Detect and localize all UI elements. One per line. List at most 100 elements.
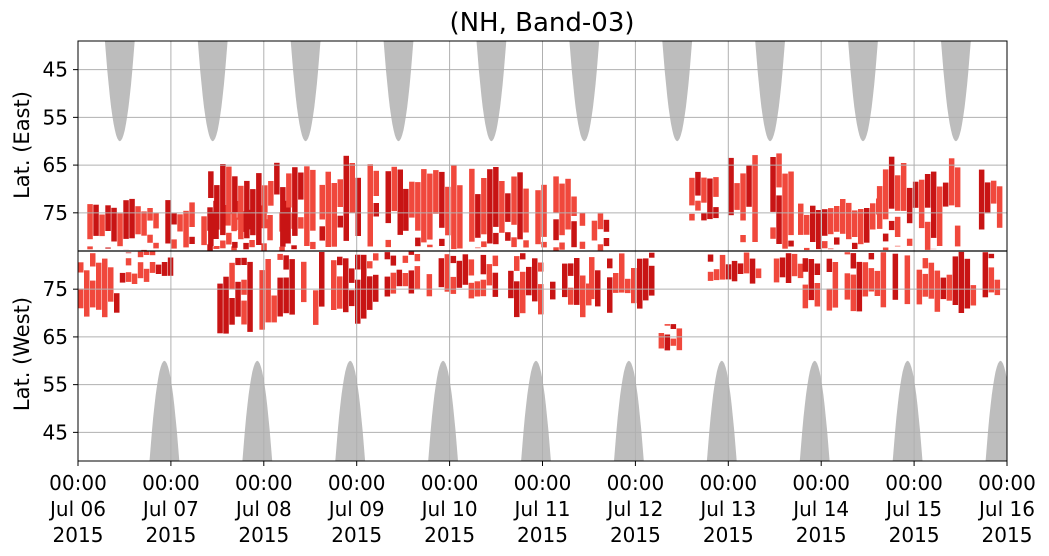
plot-area xyxy=(78,41,1007,461)
occurrence-cell xyxy=(553,219,559,241)
occurrence-band-east-4 xyxy=(511,172,577,251)
occurrence-cell xyxy=(579,241,586,249)
occurrence-cell xyxy=(390,255,397,266)
plot-frame xyxy=(77,40,1008,462)
occurrence-cell xyxy=(607,277,613,313)
occurrence-cell xyxy=(217,283,223,334)
occurrence-cell xyxy=(421,169,427,243)
occurrence-band-west-14 xyxy=(384,251,499,299)
occurrence-cell xyxy=(868,253,875,260)
occurrence-cell xyxy=(241,279,247,295)
occurrence-cell xyxy=(597,213,604,230)
occurrence-cell xyxy=(292,167,298,236)
occurrence-cell xyxy=(689,177,695,206)
occurrence-cell xyxy=(517,172,523,240)
occurrence-cell xyxy=(137,251,144,258)
y-tick-label-east: 65 xyxy=(43,153,68,177)
occurrence-cell xyxy=(906,187,913,224)
occurrence-cell xyxy=(695,200,701,211)
occurrence-cell xyxy=(149,251,156,256)
occurrence-cell xyxy=(349,163,355,213)
occurrence-cell xyxy=(241,300,247,325)
no-data-east-6 xyxy=(662,41,693,142)
occurrence-cell xyxy=(826,288,833,311)
occurrence-cell xyxy=(415,182,421,231)
occurrence-cell xyxy=(946,274,953,301)
occurrence-cell xyxy=(147,208,153,221)
occurrence-cell xyxy=(844,273,851,300)
occurrence-band-west-19 xyxy=(802,251,1007,313)
occurrence-cell xyxy=(568,287,574,305)
occurrence-cell xyxy=(930,171,937,238)
occurrence-cell xyxy=(988,253,995,259)
occurrence-cell xyxy=(804,214,810,235)
occurrence-cell xyxy=(331,260,337,310)
no-data-west-4 xyxy=(521,360,551,461)
occurrence-cell xyxy=(978,169,985,230)
occurrence-cell xyxy=(475,247,481,249)
occurrence-cell xyxy=(948,158,955,206)
occurrence-cell xyxy=(229,262,235,290)
occurrence-cell xyxy=(480,279,487,297)
occurrence-cell xyxy=(924,221,931,250)
occurrence-cell xyxy=(367,164,373,247)
occurrence-cell xyxy=(804,247,810,251)
occurrence-cell xyxy=(822,241,828,249)
occurrence-cell xyxy=(782,173,788,249)
occurrence-cell xyxy=(876,186,883,229)
occurrence-cell xyxy=(105,247,111,249)
occurrence-cell xyxy=(868,268,875,292)
occurrence-cell xyxy=(743,252,750,274)
occurrence-cell xyxy=(918,179,925,229)
occurrence-cell xyxy=(325,171,331,247)
occurrence-cell xyxy=(367,276,373,310)
occurrence-cell xyxy=(882,247,889,251)
occurrence-cell xyxy=(143,268,150,282)
occurrence-cell xyxy=(201,216,207,246)
occurrence-cell xyxy=(279,246,285,251)
occurrence-cell xyxy=(161,262,168,276)
occurrence-cell xyxy=(894,216,901,237)
occurrence-cell xyxy=(631,268,637,304)
occurrence-cell xyxy=(595,270,601,307)
occurrence-cell xyxy=(649,252,655,258)
occurrence-cell xyxy=(207,244,213,251)
occurrence-cell xyxy=(532,258,538,302)
occurrence-cell xyxy=(268,181,274,206)
occurrence-cell xyxy=(858,209,864,245)
occurrence-cell xyxy=(664,324,671,326)
occurrence-cell xyxy=(676,328,683,351)
occurrence-cell xyxy=(912,181,919,208)
occurrence-cell xyxy=(105,205,111,231)
no-data-east-9 xyxy=(941,41,971,142)
occurrence-cell xyxy=(846,202,852,240)
occurrence-band-east-2 xyxy=(319,155,403,248)
occurrence-cell xyxy=(850,253,857,269)
occurrence-cell xyxy=(828,208,834,235)
occurrence-cell xyxy=(177,214,183,232)
occurrence-cell xyxy=(603,238,610,247)
occurrence-band-west-12 xyxy=(217,253,295,334)
x-tick-label: 00:00 xyxy=(885,471,943,495)
occurrence-cell xyxy=(208,171,214,198)
occurrence-cell xyxy=(271,295,277,323)
occurrence-cell xyxy=(882,169,889,220)
occurrence-cell xyxy=(752,155,758,242)
occurrence-cell xyxy=(591,220,598,241)
occurrence-cell xyxy=(559,242,565,250)
occurrence-cell xyxy=(852,210,858,237)
occurrence-cell xyxy=(520,271,526,314)
occurrence-cell xyxy=(250,189,256,236)
occurrence-cell xyxy=(468,282,475,299)
occurrence-cell xyxy=(689,213,695,221)
occurrence-cell xyxy=(226,166,232,215)
occurrence-cell xyxy=(776,153,782,188)
occurrence-band-west-15 xyxy=(508,253,592,318)
occurrence-cell xyxy=(770,227,776,239)
no-data-west-3 xyxy=(428,360,458,461)
occurrence-cell xyxy=(277,277,283,317)
occurrence-cell xyxy=(232,217,238,231)
occurrence-cell xyxy=(922,258,929,269)
occurrence-band-east-3 xyxy=(403,165,511,250)
